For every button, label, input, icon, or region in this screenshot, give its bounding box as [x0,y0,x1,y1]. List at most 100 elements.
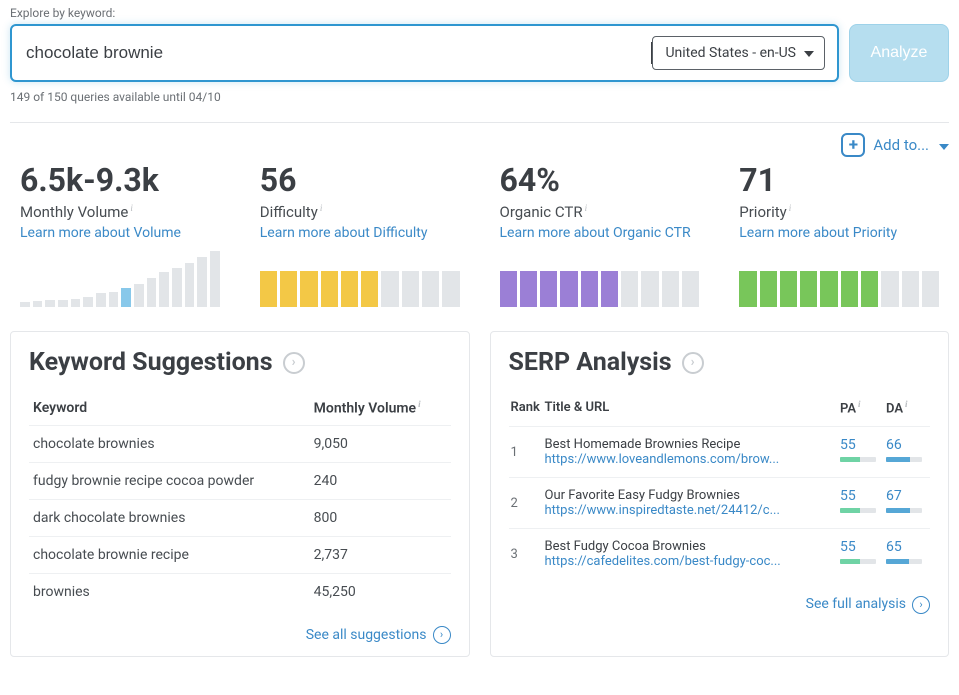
result-url[interactable]: https://cafedelites.com/best-fudgy-coc..… [545,554,837,569]
volume-trend-chart [20,251,220,307]
col-pa: PAi [838,391,884,427]
see-full-link[interactable]: See full analysis› [806,596,930,612]
result-title: Our Favorite Easy Fudgy Brownies [545,488,837,503]
suggestions-table: Keyword Monthly Volumei chocolate browni… [29,391,451,610]
volume-learn-link[interactable]: Learn more about Volume [20,225,181,241]
info-icon[interactable]: i [585,203,588,213]
kw-cell: brownies [29,573,310,610]
ctr-bar [500,271,700,307]
result-title: Best Homemade Brownies Recipe [545,437,837,452]
plus-icon: + [841,133,865,157]
vol-cell: 2,737 [310,536,451,573]
ctr-learn-link[interactable]: Learn more about Organic CTR [500,225,691,241]
see-all-link[interactable]: See all suggestions› [306,627,451,643]
kw-cell: chocolate brownies [29,425,310,462]
info-icon[interactable]: i [320,203,323,213]
search-label: Explore by keyword: [10,6,949,20]
priority-label: Priorityi [739,203,939,221]
pa-cell: 55 [838,478,884,529]
volume-label: Monthly Volumei [20,203,220,221]
pa-cell: 55 [838,529,884,580]
table-row[interactable]: chocolate brownie recipe2,737 [29,536,451,573]
kw-cell: fudgy brownie recipe cocoa powder [29,462,310,499]
vol-cell: 45,250 [310,573,451,610]
metric-volume: 6.5k-9.3k Monthly Volumei Learn more abo… [20,161,220,307]
col-volume: Monthly Volumei [310,391,451,425]
addto-label: Add to... [873,136,929,154]
priority-value: 71 [739,161,939,199]
col-title-url: Title & URL [543,391,839,427]
result-title: Best Fudgy Cocoa Brownies [545,539,837,554]
locale-label: United States - en-US [665,45,796,61]
ctr-label: Organic CTRi [500,203,700,221]
table-row[interactable]: 2Our Favorite Easy Fudgy Brownieshttps:/… [509,478,931,529]
search-row: United States - en-US Analyze [10,24,949,82]
keyword-input[interactable] [20,35,653,71]
info-icon[interactable]: i [858,399,861,409]
addto-row: + Add to... [10,133,949,157]
keyword-suggestions-panel: Keyword Suggestions › Keyword Monthly Vo… [10,331,470,657]
metrics-row: 6.5k-9.3k Monthly Volumei Learn more abo… [10,161,949,307]
table-row[interactable]: 1Best Homemade Brownies Recipehttps://ww… [509,427,931,478]
result-url[interactable]: https://www.loveandlemons.com/brow... [545,452,837,467]
volume-value: 6.5k-9.3k [20,161,220,199]
col-keyword: Keyword [29,391,310,425]
analyze-button[interactable]: Analyze [849,24,949,82]
pa-cell: 55 [838,427,884,478]
chevron-right-icon: › [433,626,451,644]
metric-ctr: 64% Organic CTRi Learn more about Organi… [500,161,700,307]
da-cell: 65 [884,529,930,580]
table-row[interactable]: 3Best Fudgy Cocoa Brownieshttps://cafede… [509,529,931,580]
see-all-suggestions: See all suggestions› [29,624,451,644]
panels-row: Keyword Suggestions › Keyword Monthly Vo… [10,331,949,657]
addto-button[interactable]: + Add to... [841,133,949,157]
serp-analysis-panel: SERP Analysis › Rank Title & URL PAi DAi… [490,331,950,657]
search-box: United States - en-US [10,24,839,82]
chevron-right-icon: › [912,596,930,614]
info-icon[interactable]: i [789,203,792,213]
col-rank: Rank [509,391,543,427]
info-icon[interactable]: i [418,399,421,409]
suggestions-title: Keyword Suggestions › [29,348,451,377]
table-row[interactable]: fudgy brownie recipe cocoa powder240 [29,462,451,499]
col-da: DAi [884,391,930,427]
quota-text: 149 of 150 queries available until 04/10 [10,90,949,104]
difficulty-value: 56 [260,161,460,199]
vol-cell: 800 [310,499,451,536]
result-url[interactable]: https://www.inspiredtaste.net/24412/c... [545,503,837,518]
da-cell: 66 [884,427,930,478]
metric-difficulty: 56 Difficultyi Learn more about Difficul… [260,161,460,307]
difficulty-label: Difficultyi [260,203,460,221]
serp-title: SERP Analysis › [509,348,931,377]
chevron-down-icon [939,136,949,154]
chevron-right-icon[interactable]: › [682,352,704,374]
priority-bar [739,271,939,307]
table-row[interactable]: chocolate brownies9,050 [29,425,451,462]
priority-learn-link[interactable]: Learn more about Priority [739,225,897,241]
title-url-cell: Best Fudgy Cocoa Brownieshttps://cafedel… [543,529,839,580]
chevron-down-icon [804,45,814,61]
rank-cell: 2 [509,478,543,529]
kw-cell: chocolate brownie recipe [29,536,310,573]
metric-priority: 71 Priorityi Learn more about Priority [739,161,939,307]
table-row[interactable]: dark chocolate brownies800 [29,499,451,536]
difficulty-bar [260,271,460,307]
see-full-analysis: See full analysis› [509,593,931,613]
kw-cell: dark chocolate brownies [29,499,310,536]
vol-cell: 240 [310,462,451,499]
serp-table: Rank Title & URL PAi DAi 1Best Homemade … [509,391,931,579]
da-cell: 67 [884,478,930,529]
rank-cell: 1 [509,427,543,478]
title-url-cell: Our Favorite Easy Fudgy Brownieshttps://… [543,478,839,529]
chevron-right-icon[interactable]: › [283,352,305,374]
locale-select[interactable]: United States - en-US [652,36,825,70]
title-url-cell: Best Homemade Brownies Recipehttps://www… [543,427,839,478]
table-row[interactable]: brownies45,250 [29,573,451,610]
rank-cell: 3 [509,529,543,580]
vol-cell: 9,050 [310,425,451,462]
ctr-value: 64% [500,161,700,199]
info-icon[interactable]: i [130,203,133,213]
difficulty-learn-link[interactable]: Learn more about Difficulty [260,225,428,241]
info-icon[interactable]: i [905,399,908,409]
divider [10,122,949,123]
